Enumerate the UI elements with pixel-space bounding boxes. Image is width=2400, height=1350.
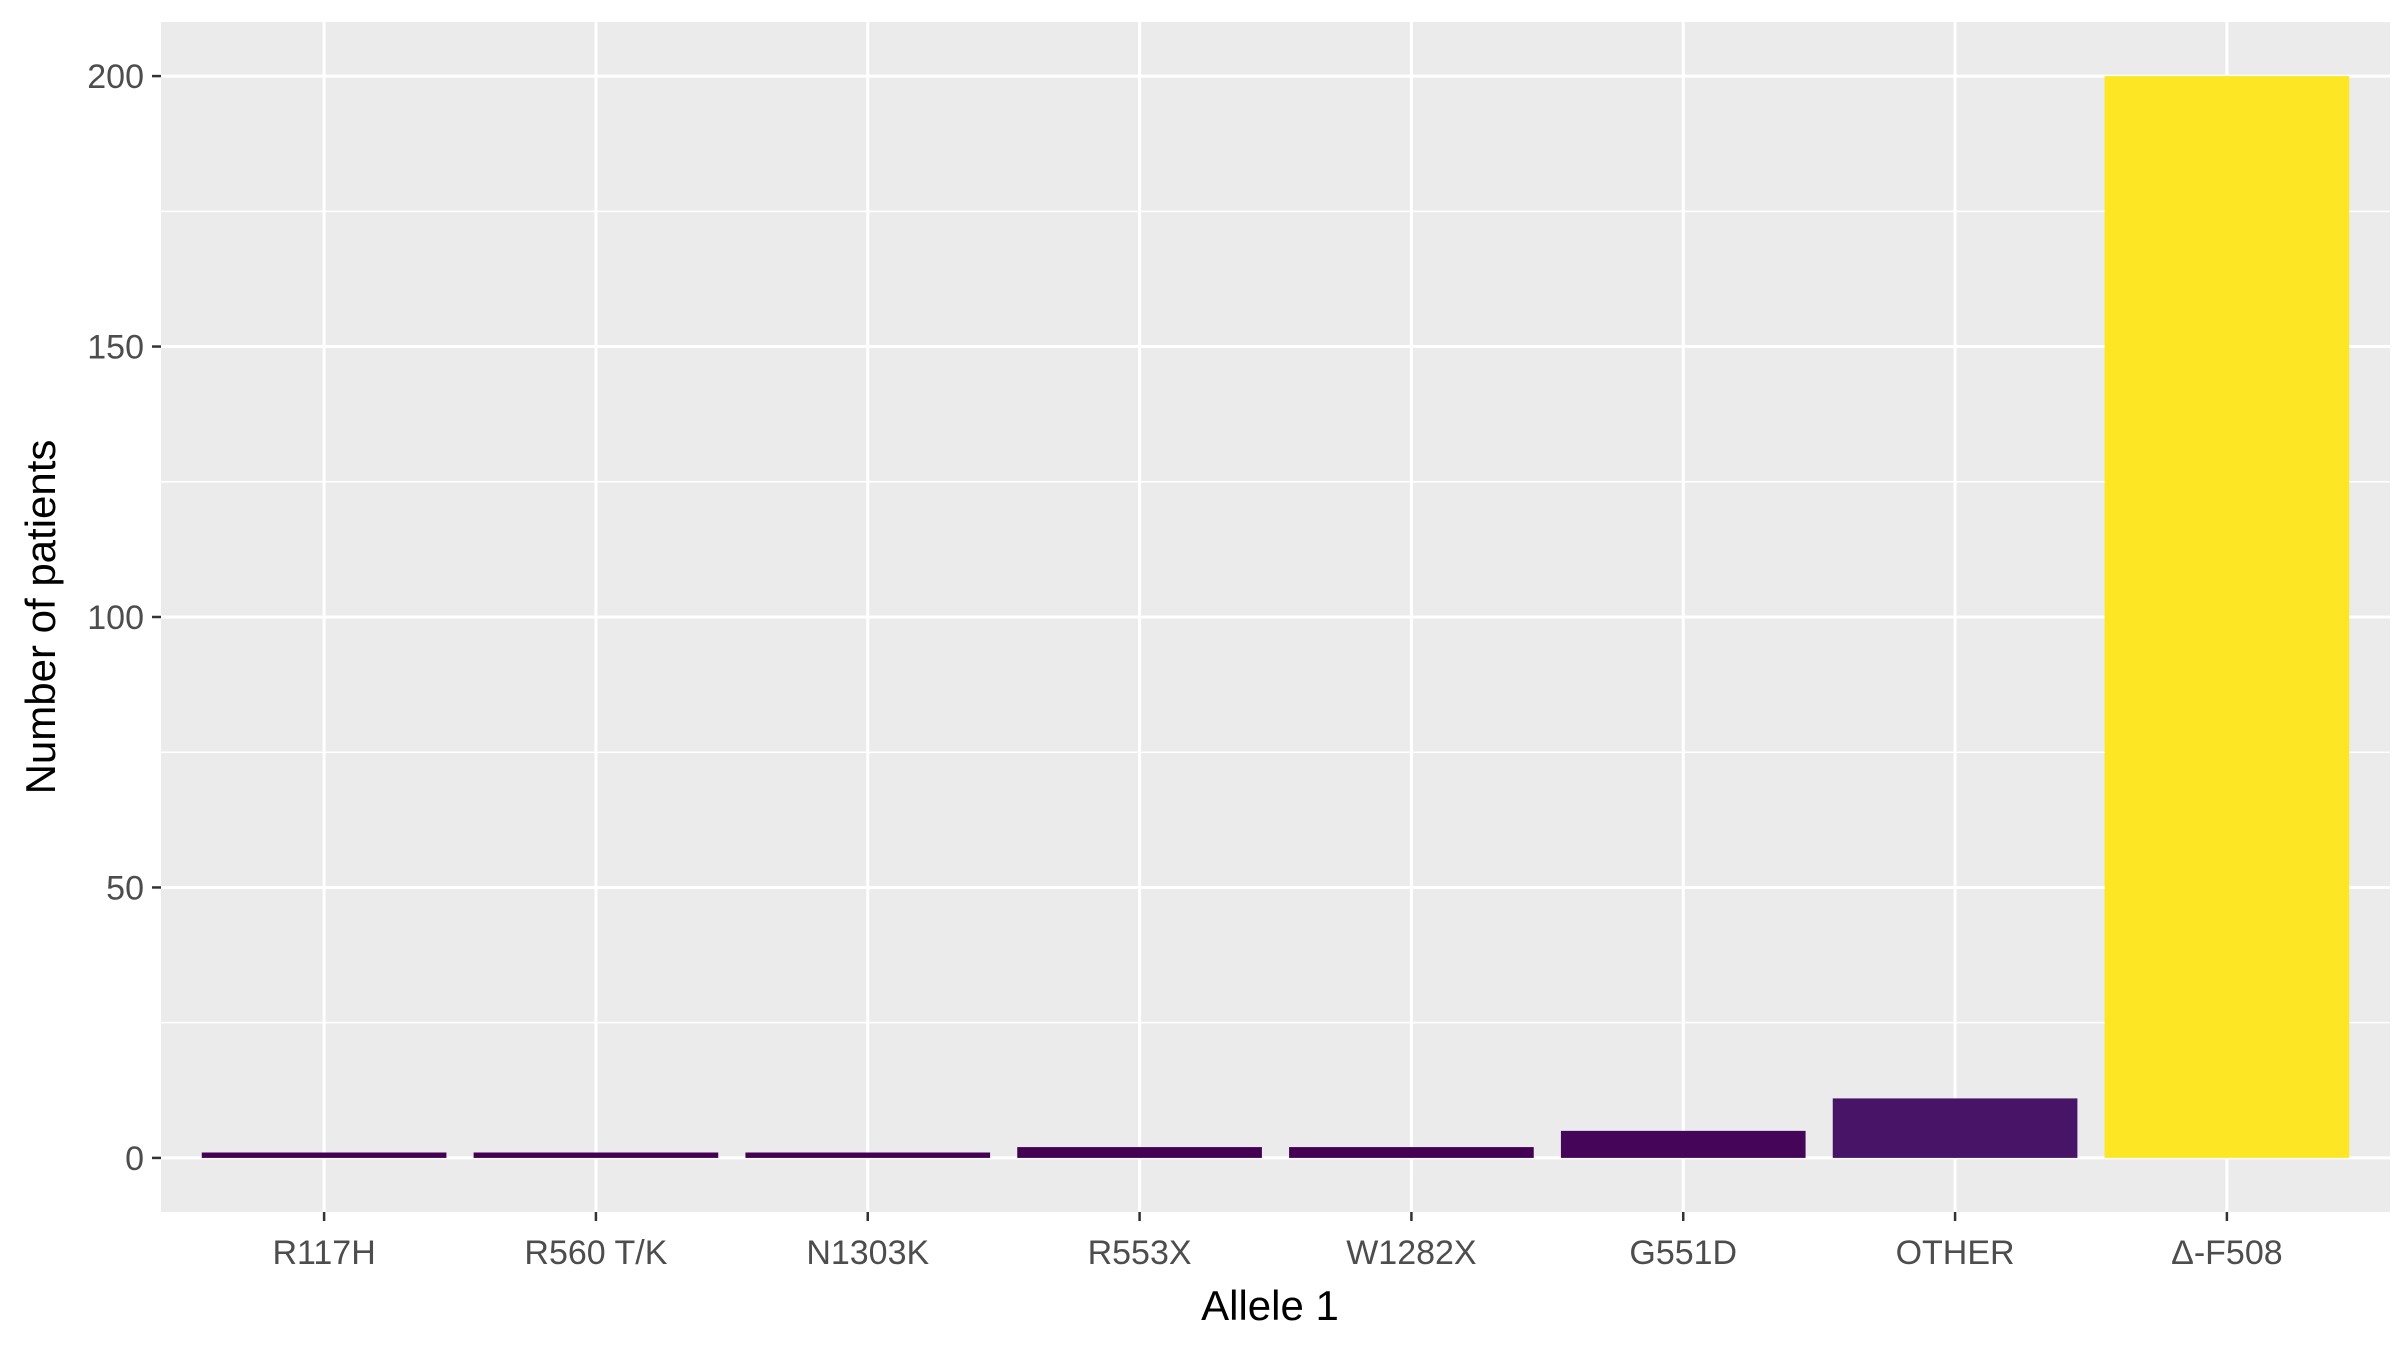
y-tick-label: 100 — [87, 599, 144, 637]
x-tick-label: OTHER — [1896, 1234, 2015, 1272]
bar — [1289, 1147, 1534, 1158]
bar — [201, 1152, 447, 1158]
bar — [1560, 1130, 1806, 1158]
x-tick-label: R553X — [1088, 1234, 1192, 1272]
x-tick-label: N1303K — [806, 1234, 929, 1272]
y-tick-label: 150 — [87, 329, 144, 367]
y-axis-ticks: 0 50 100 150 200 — [87, 58, 161, 1178]
x-axis-ticks: R117H R560 T/K N1303K R553X W1282X G551D OTHER… — [272, 1212, 2283, 1272]
y-tick-label: 50 — [106, 869, 144, 907]
x-tick-label: G551D — [1629, 1234, 1737, 1272]
bar — [2104, 76, 2350, 1158]
x-tick-label: Δ-F508 — [2171, 1234, 2283, 1272]
x-tick-label: R117H — [272, 1234, 375, 1272]
bar — [745, 1152, 991, 1158]
bars — [201, 76, 2350, 1158]
x-axis-title: Allele 1 — [1201, 1282, 1339, 1329]
y-axis-title: Number of patients — [17, 440, 64, 795]
minor-gridlines — [161, 210, 2390, 1024]
x-tick-label: W1282X — [1346, 1234, 1476, 1272]
x-tick-label: R560 T/K — [524, 1234, 667, 1272]
y-tick-label: 0 — [125, 1140, 144, 1178]
bar — [473, 1152, 719, 1158]
y-tick-label: 200 — [87, 58, 144, 96]
bar — [1832, 1098, 2078, 1158]
bar — [1017, 1147, 1262, 1158]
major-gridlines — [161, 22, 2390, 1212]
